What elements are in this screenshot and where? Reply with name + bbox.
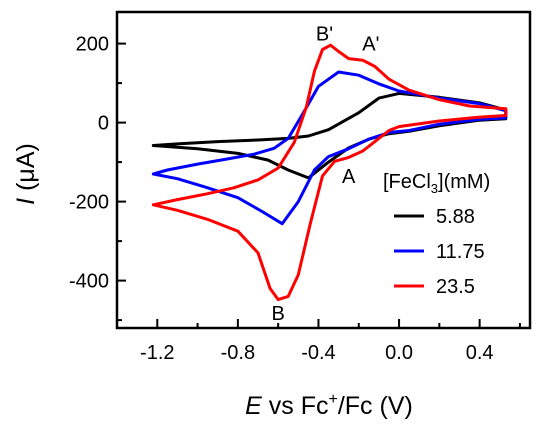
legend-label: 5.88 [436, 206, 475, 228]
y-tick-label: 0 [98, 113, 109, 135]
series-layer [151, 43, 508, 302]
x-axis-label: E vs Fc+/Fc (V) [245, 391, 413, 420]
y-tick-label: -200 [69, 192, 109, 214]
peak-annotation: A' [362, 34, 379, 56]
x-tick-label: 0.0 [385, 342, 413, 364]
x-tick-label: -0.8 [221, 342, 255, 364]
y-tick-label: -400 [69, 271, 109, 293]
annotation-layer: B' A' A B [271, 24, 379, 325]
x-tick-label: -0.4 [301, 342, 335, 364]
legend: [FeCl3](mM) 5.88 11.75 23.5 [383, 171, 490, 298]
plot-frame [115, 10, 532, 330]
peak-annotation: B [271, 303, 284, 325]
x-tick-label: -1.2 [140, 342, 174, 364]
legend-label: 23.5 [436, 276, 475, 298]
legend-items: 5.88 11.75 23.5 [394, 206, 485, 298]
series-line-3 [151, 43, 508, 302]
series-line-2 [151, 70, 508, 226]
legend-title: [FeCl3](mM) [383, 171, 490, 196]
axes-layer: -1.2 -0.8 -0.4 0.0 0.4 -400 -200 0 200 [69, 34, 521, 364]
y-axis-label: I (μA) [12, 143, 40, 205]
legend-label: 11.75 [436, 241, 485, 263]
y-tick-label: 200 [76, 34, 109, 56]
peak-annotation: B' [316, 24, 333, 46]
x-tick-label: 0.4 [466, 342, 494, 364]
peak-annotation: A [342, 166, 356, 188]
